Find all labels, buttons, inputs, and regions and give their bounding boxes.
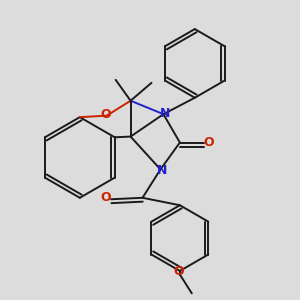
Text: O: O <box>204 136 214 149</box>
Text: O: O <box>100 191 111 204</box>
Text: N: N <box>157 164 167 176</box>
Text: N: N <box>160 107 170 120</box>
Text: O: O <box>100 108 110 121</box>
Text: O: O <box>173 265 184 278</box>
